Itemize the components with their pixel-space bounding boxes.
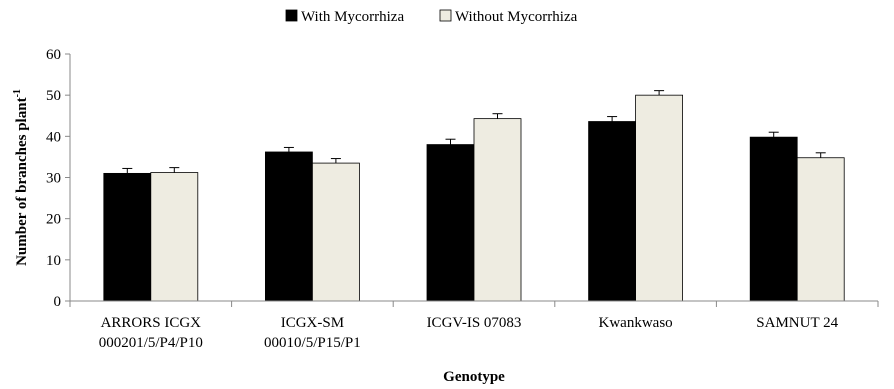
y-axis-title-superscript: -1 xyxy=(12,89,23,97)
bar-with-mycorrhiza xyxy=(749,136,798,302)
x-category-label: 00010/5/P15/P1 xyxy=(264,335,361,351)
x-category-label: SAMNUT 24 xyxy=(756,315,838,331)
y-tick-label: 20 xyxy=(46,212,61,228)
x-axis: ARRORS ICGX 000201/5/P4/P10 ICGX-SM 00010/5… xyxy=(69,300,879,351)
x-category-label: ICGX-SM xyxy=(281,315,344,331)
bar-with-mycorrhiza xyxy=(588,121,636,302)
y-tick-label: 50 xyxy=(46,88,61,104)
bars xyxy=(103,90,845,302)
x-category-label: Kwankwaso xyxy=(599,315,673,331)
legend: With Mycorrhiza Without Mycorrhiza xyxy=(285,9,578,25)
x-category-label: 000201/5/P4/P10 xyxy=(99,335,203,351)
bar-without-mycorrhiza xyxy=(796,157,845,302)
bar-with-mycorrhiza xyxy=(264,151,313,302)
y-tick-label: 30 xyxy=(46,171,61,187)
x-axis-title: Genotype xyxy=(443,369,505,385)
x-category-label: ARRORS ICGX xyxy=(101,315,202,331)
y-axis: 0 10 20 30 40 50 60 xyxy=(46,47,71,310)
legend-label: Without Mycorrhiza xyxy=(455,9,578,25)
bar-without-mycorrhiza xyxy=(473,118,522,302)
bar-with-mycorrhiza xyxy=(426,144,475,302)
bar-without-mycorrhiza xyxy=(150,172,199,302)
legend-swatch xyxy=(439,9,452,22)
y-axis-title: Number of branches plant-1 xyxy=(12,89,30,266)
y-tick-label: 40 xyxy=(46,129,61,145)
x-category-label: ICGV-IS 07083 xyxy=(427,315,522,331)
bar-with-mycorrhiza xyxy=(103,172,152,302)
bar-without-mycorrhiza xyxy=(311,162,360,302)
legend-swatch xyxy=(285,9,298,22)
legend-label: With Mycorrhiza xyxy=(301,9,404,25)
y-axis-title-text: Number of branches plant xyxy=(14,97,30,266)
bar-without-mycorrhiza xyxy=(635,94,683,302)
y-tick-label: 10 xyxy=(46,253,61,269)
y-tick-label: 0 xyxy=(54,294,62,310)
y-tick-label: 60 xyxy=(46,47,61,63)
